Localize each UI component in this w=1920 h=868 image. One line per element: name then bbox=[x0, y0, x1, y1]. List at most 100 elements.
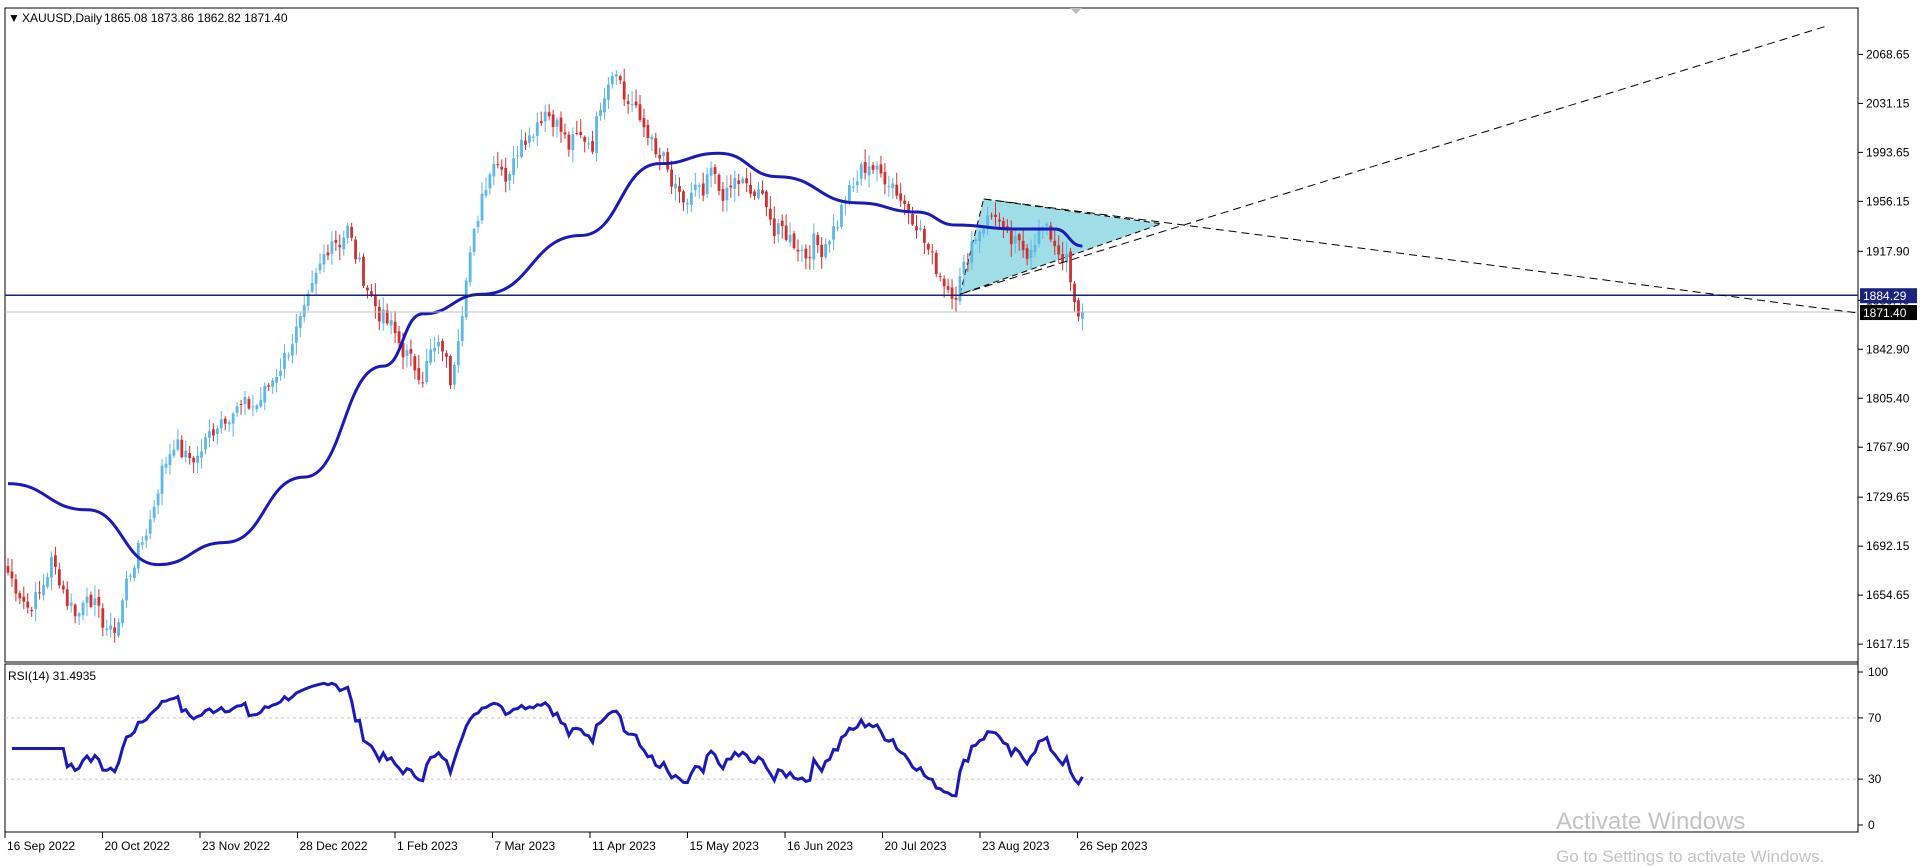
candle-body bbox=[828, 241, 831, 245]
candle-body bbox=[385, 310, 389, 324]
candle-body bbox=[393, 321, 397, 334]
y-tick-label: 2068.65 bbox=[1866, 47, 1910, 61]
x-tick-label: 26 Sep 2023 bbox=[1080, 839, 1148, 853]
candle-body bbox=[709, 167, 713, 176]
candle-body bbox=[26, 601, 30, 608]
candle-body bbox=[140, 542, 144, 545]
level-price-label: 1884.29 bbox=[1863, 289, 1907, 303]
candle-body bbox=[1013, 235, 1017, 244]
candle-body bbox=[887, 186, 891, 188]
candle-body bbox=[994, 214, 997, 217]
candle-body bbox=[650, 136, 654, 140]
candle-body bbox=[93, 598, 97, 606]
candle-body bbox=[239, 404, 243, 406]
candle-body bbox=[54, 555, 57, 567]
candle-body bbox=[772, 218, 776, 237]
x-tick-label: 20 Jul 2023 bbox=[885, 839, 947, 853]
candle-body bbox=[618, 76, 622, 81]
candle-body bbox=[279, 370, 282, 376]
candle-body bbox=[476, 221, 480, 227]
candle-body bbox=[603, 98, 606, 113]
candle-body bbox=[101, 608, 105, 628]
candle-body bbox=[373, 294, 377, 307]
candle-body bbox=[133, 567, 136, 578]
candle-body bbox=[571, 134, 575, 151]
candle-body bbox=[954, 297, 958, 300]
x-tick-label: 1 Feb 2023 bbox=[397, 839, 458, 853]
candle-body bbox=[622, 81, 626, 100]
candle-body bbox=[283, 352, 286, 369]
y-tick-label: 1956.15 bbox=[1866, 194, 1910, 208]
candle-body bbox=[741, 178, 745, 184]
candle-body bbox=[105, 628, 109, 631]
y-tick-label: 1654.65 bbox=[1866, 588, 1910, 602]
chart-shift-icon[interactable] bbox=[1070, 8, 1082, 14]
candle-body bbox=[911, 213, 914, 225]
candle-body bbox=[204, 437, 207, 450]
candle-body bbox=[847, 184, 851, 202]
candle-body bbox=[626, 101, 630, 104]
candle-body bbox=[472, 229, 476, 252]
y-tick-label: 1692.15 bbox=[1866, 539, 1910, 553]
candle-body bbox=[737, 180, 741, 184]
candle-body bbox=[275, 376, 278, 383]
candle-body bbox=[792, 233, 796, 249]
candle-body bbox=[966, 262, 970, 264]
candle-body bbox=[294, 326, 298, 343]
candle-body bbox=[1069, 251, 1072, 283]
rsi-label: RSI(14) 31.4935 bbox=[8, 669, 96, 683]
symbol-dropdown-icon[interactable]: ▼ bbox=[8, 11, 20, 25]
x-tick-label: 15 May 2023 bbox=[690, 839, 760, 853]
candle-body bbox=[974, 239, 978, 242]
candle-body bbox=[575, 133, 579, 135]
candle-body bbox=[322, 254, 326, 265]
rsi-line bbox=[11, 681, 1084, 798]
candle-body bbox=[1061, 254, 1065, 263]
candle-body bbox=[188, 452, 192, 459]
candle-body bbox=[358, 257, 361, 260]
candle-body bbox=[547, 112, 551, 117]
candle-body bbox=[962, 261, 966, 274]
candle-body bbox=[42, 585, 45, 596]
candle-body bbox=[851, 186, 855, 188]
candle-body bbox=[1037, 229, 1041, 245]
candle-body bbox=[986, 215, 989, 228]
candle-body bbox=[180, 439, 184, 458]
candle-body bbox=[824, 244, 828, 258]
candle-body bbox=[255, 405, 259, 410]
candle-body bbox=[942, 278, 946, 287]
candle-body bbox=[733, 177, 737, 189]
candle-body bbox=[176, 439, 180, 450]
y-tick-label: 1617.15 bbox=[1866, 637, 1910, 651]
candle-body bbox=[212, 429, 215, 436]
candle-body bbox=[160, 465, 164, 494]
candle-body bbox=[998, 219, 1001, 222]
candle-body bbox=[930, 251, 934, 253]
candle-body bbox=[587, 143, 591, 145]
candle-body bbox=[227, 422, 231, 425]
symmetrical-triangle bbox=[959, 198, 1162, 296]
candle-body bbox=[761, 190, 764, 194]
candle-body bbox=[899, 193, 903, 201]
candle-body bbox=[109, 625, 113, 630]
candle-body bbox=[923, 229, 926, 243]
candle-body bbox=[567, 134, 571, 150]
candle-body bbox=[57, 569, 61, 586]
candle-body bbox=[500, 166, 504, 170]
candle-body bbox=[915, 226, 918, 231]
moving-average-line bbox=[7, 151, 1083, 567]
candle-body bbox=[670, 169, 673, 187]
candle-body bbox=[425, 361, 429, 383]
candle-body bbox=[634, 101, 638, 106]
candle-body bbox=[488, 174, 492, 189]
candle-body bbox=[614, 74, 618, 77]
upper-trendline bbox=[983, 198, 1859, 314]
candle-body bbox=[38, 592, 41, 594]
candle-body bbox=[946, 286, 950, 290]
y-tick-label: 1805.40 bbox=[1866, 391, 1910, 405]
candle-body bbox=[784, 225, 788, 240]
y-tick-label: 1767.90 bbox=[1866, 440, 1910, 454]
